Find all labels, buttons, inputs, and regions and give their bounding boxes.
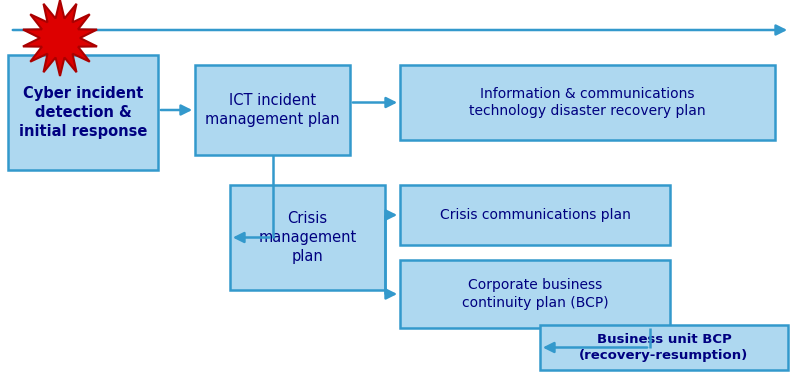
- FancyBboxPatch shape: [230, 185, 385, 290]
- FancyBboxPatch shape: [195, 65, 350, 155]
- Text: Information & communications
technology disaster recovery plan: Information & communications technology …: [469, 87, 706, 118]
- FancyBboxPatch shape: [540, 325, 788, 370]
- Polygon shape: [23, 0, 97, 76]
- Text: Business unit BCP
(recovery-resumption): Business unit BCP (recovery-resumption): [579, 333, 749, 362]
- Text: ICT incident
management plan: ICT incident management plan: [205, 93, 340, 127]
- Text: Cyber incident
detection &
initial response: Cyber incident detection & initial respo…: [19, 86, 147, 139]
- FancyBboxPatch shape: [400, 185, 670, 245]
- Text: Corporate business
continuity plan (BCP): Corporate business continuity plan (BCP): [462, 278, 608, 310]
- FancyBboxPatch shape: [400, 65, 775, 140]
- FancyBboxPatch shape: [400, 260, 670, 328]
- Text: Crisis communications plan: Crisis communications plan: [439, 208, 630, 222]
- FancyBboxPatch shape: [8, 55, 158, 170]
- Text: Crisis
management
plan: Crisis management plan: [258, 211, 357, 264]
